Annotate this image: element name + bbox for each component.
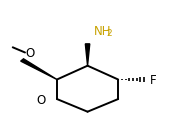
Text: O: O	[36, 93, 45, 106]
Text: O: O	[25, 47, 34, 60]
Text: 2: 2	[107, 29, 112, 38]
Polygon shape	[21, 59, 57, 80]
Text: NH: NH	[94, 24, 112, 37]
Polygon shape	[85, 44, 90, 66]
Text: F: F	[150, 73, 156, 86]
